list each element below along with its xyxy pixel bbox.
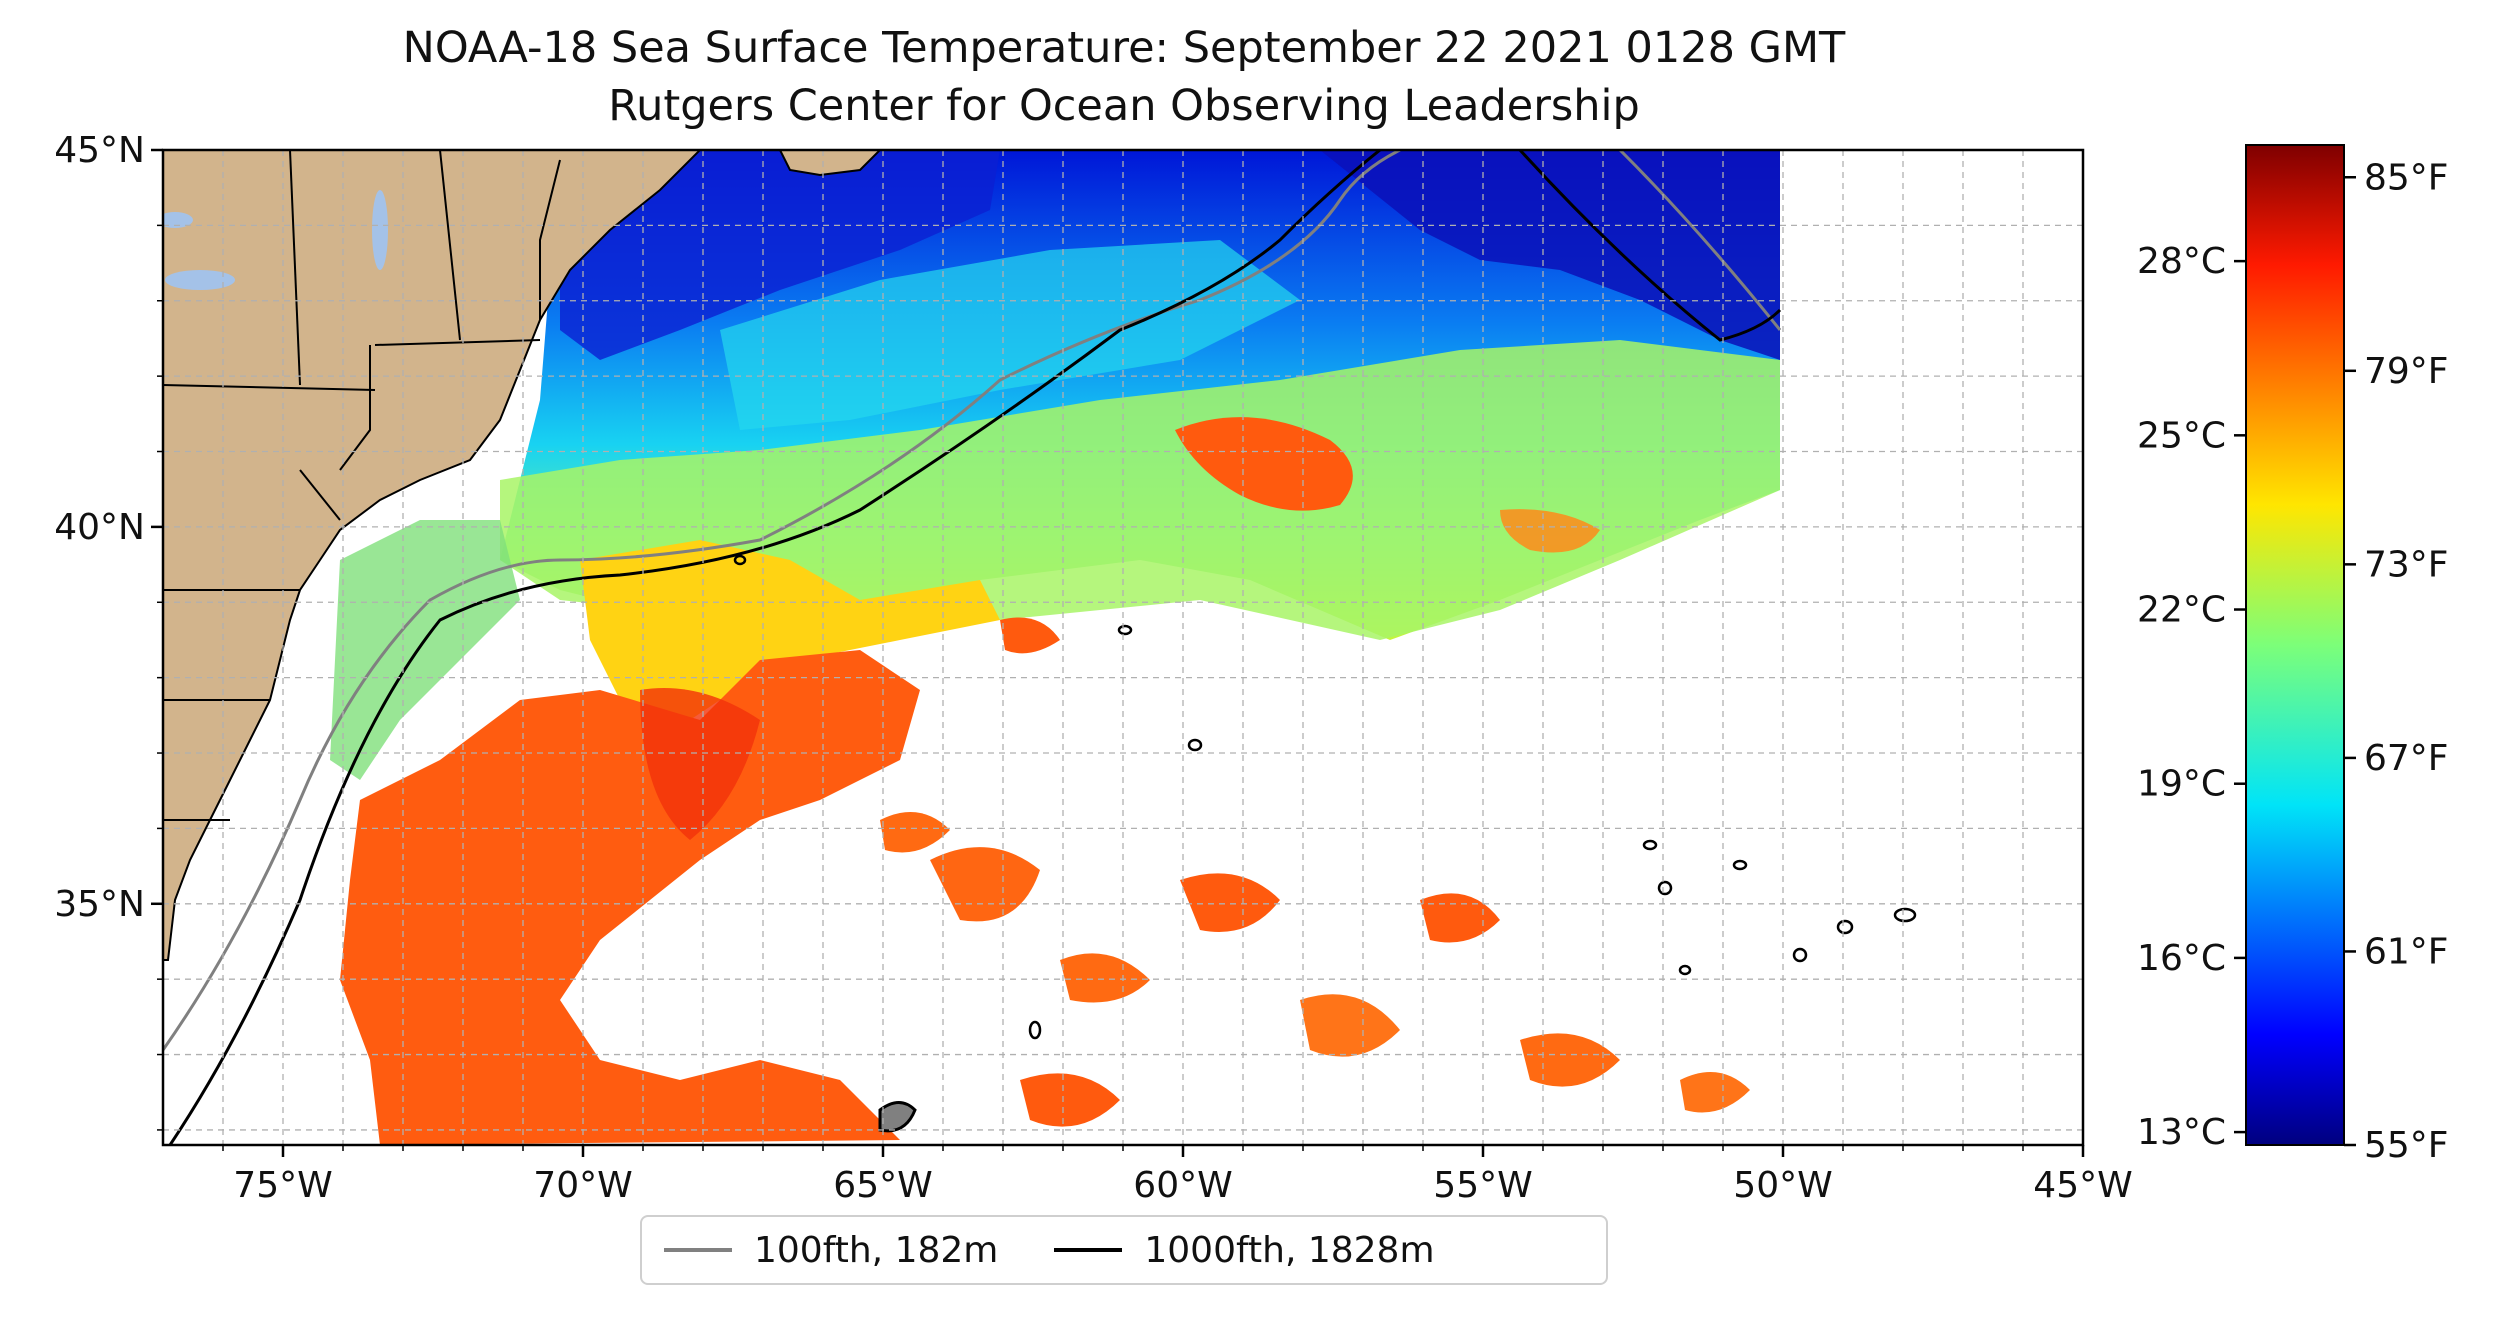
legend-line-black: [1054, 1248, 1123, 1252]
contour-1000fth: [1518, 150, 1782, 342]
contour-100fth: [163, 150, 1401, 1051]
y-tick-label: 45°N: [54, 130, 145, 171]
land-mass: [163, 150, 702, 961]
colorbar-c-label: 13°C: [2137, 1112, 2226, 1153]
y-axis: 45°N 40°N 35°N: [54, 130, 163, 1131]
contour-100fth: [1618, 150, 1782, 331]
colorbar-c-label: 19°C: [2137, 764, 2226, 805]
legend-label: 1000fth, 1828m: [1144, 1229, 1435, 1271]
warm-patch: [1420, 893, 1500, 943]
warm-patch: [1000, 617, 1060, 654]
lake: [163, 212, 193, 228]
map-area: [163, 150, 1917, 1145]
x-tick-label: 55°W: [1433, 1165, 1532, 1206]
x-axis: 75°W 70°W 65°W 60°W 55°W 50°W 45°W: [222, 1145, 2133, 1206]
warm-patch: [1020, 1073, 1120, 1127]
colorbar-c-label: 22°C: [2137, 590, 2226, 631]
colorbar-f-label: 55°F: [2364, 1125, 2449, 1166]
legend-label: 100fth, 182m: [754, 1229, 999, 1271]
cyan-band: [720, 240, 1300, 430]
warm-water-south-dark: [640, 688, 760, 840]
land-mass-nova-scotia: [778, 150, 882, 177]
warm-patch: [1520, 1033, 1620, 1087]
colorbar-c-label: 25°C: [2137, 415, 2226, 456]
colorbar-gradient: [2245, 144, 2345, 1146]
warm-patch: [1680, 1072, 1750, 1113]
map-subtitle: Rutgers Center for Ocean Observing Leade…: [608, 81, 1640, 131]
legend-line-gray: [664, 1248, 732, 1252]
legend-item-100fth: 100fth, 182m: [664, 1230, 998, 1271]
warm-eddy: [1175, 417, 1353, 511]
map-legend: 100fth, 182m 1000fth, 1828m: [640, 1215, 1608, 1285]
y-tick-label: 40°N: [54, 507, 145, 548]
contour-1000fth: [168, 150, 1381, 1145]
lake: [372, 190, 388, 270]
map-title: NOAA-18 Sea Surface Temperature: Septemb…: [402, 23, 1846, 73]
y-tick-label: 35°N: [54, 884, 145, 925]
transition-water: [500, 340, 1780, 640]
gridlines: [163, 150, 2083, 1145]
colorbar-c-label: 28°C: [2137, 241, 2226, 282]
colorbar-c-label: 16°C: [2137, 938, 2226, 979]
seamount-contour: [878, 1101, 917, 1133]
colorbar-fahrenheit-axis: 85°F 79°F 73°F 67°F 61°F 55°F: [2344, 157, 2449, 1166]
cold-pocket: [1320, 150, 1780, 360]
warm-patch: [1180, 873, 1280, 932]
x-tick-label: 60°W: [1133, 1165, 1232, 1206]
warm-eddy-east: [1500, 509, 1600, 553]
colorbar-f-label: 79°F: [2364, 351, 2449, 392]
warm-patch: [1300, 994, 1400, 1057]
colorbar-f-label: 85°F: [2364, 157, 2449, 198]
x-tick-label: 75°W: [233, 1165, 332, 1206]
warm-patch: [930, 847, 1040, 922]
colorbar-f-label: 61°F: [2364, 931, 2449, 972]
colorbar-f-label: 67°F: [2364, 738, 2449, 779]
gulf-stream-lobe: [580, 540, 1000, 720]
colorbar-f-label: 73°F: [2364, 544, 2449, 585]
x-tick-label: 70°W: [533, 1165, 632, 1206]
cold-pocket: [560, 150, 1000, 360]
seamount-contours: [733, 554, 1917, 1040]
x-tick-label: 50°W: [1733, 1165, 1832, 1206]
warm-patch: [1060, 953, 1150, 1003]
lake: [165, 270, 235, 290]
warm-water-south: [340, 650, 920, 1145]
colorbar-celsius-axis: 28°C 25°C 22°C 19°C 16°C 13°C: [2137, 241, 2246, 1153]
state-borders: [163, 150, 561, 821]
x-tick-label: 65°W: [833, 1165, 932, 1206]
x-tick-label: 45°W: [2033, 1165, 2132, 1206]
warm-patch: [880, 812, 950, 853]
legend-item-1000fth: 1000fth, 1828m: [1054, 1229, 1435, 1271]
